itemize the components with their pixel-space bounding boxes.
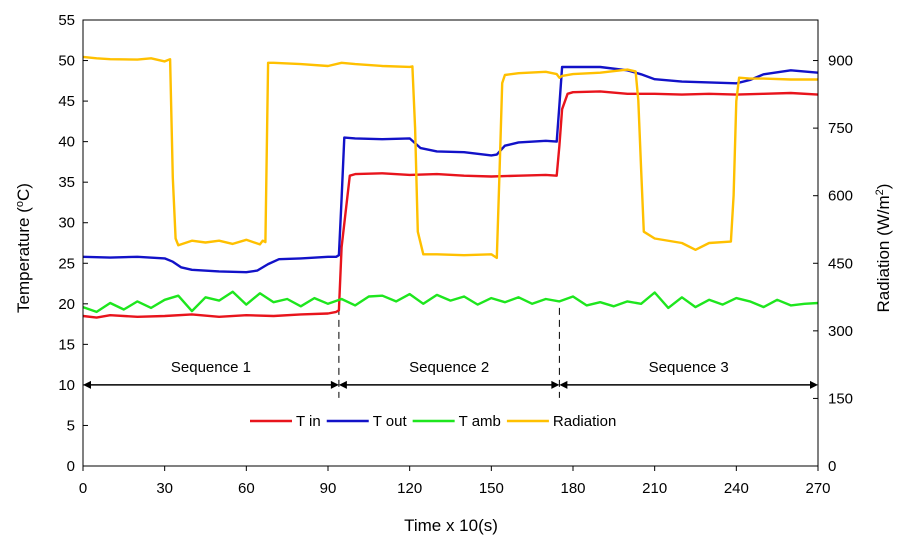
y-tick-label: 50 xyxy=(58,53,75,70)
y2-axis-title-superscript: 2 xyxy=(874,189,886,195)
y2-tick-label: 900 xyxy=(828,53,853,70)
y-tick-label: 10 xyxy=(58,377,75,394)
x-tick-label: 210 xyxy=(642,480,667,497)
legend: T in T out T amb Radiation xyxy=(250,413,616,430)
y-tick-label: 15 xyxy=(58,336,75,353)
sequence-arrow-head xyxy=(338,380,347,389)
series-lines xyxy=(82,55,819,319)
x-tick-label: 180 xyxy=(560,480,585,497)
x-axis-title: Time x 10(s) xyxy=(404,516,498,535)
series-line xyxy=(82,290,819,314)
legend-label: T amb xyxy=(459,413,501,430)
y2-axis-title-part: ) xyxy=(874,184,893,190)
legend-label: T out xyxy=(373,413,408,430)
y2-axis-title-part: Radiation (W/m xyxy=(874,195,893,312)
y2-axis-title: Radiation (W/m2) xyxy=(874,184,893,313)
x-tick-label: 150 xyxy=(479,480,504,497)
y-axis-title-superscript: o xyxy=(14,201,26,207)
sequence-arrows: Sequence 1 Sequence 2 Sequence 3 xyxy=(83,359,818,389)
x-tick-label: 270 xyxy=(805,480,830,497)
x-tick-label: 120 xyxy=(397,480,422,497)
y-axis-title: Temperature (oC) xyxy=(14,183,33,313)
y-tick-label: 55 xyxy=(58,12,75,29)
x-tick-label: 60 xyxy=(238,480,255,497)
x-tick-label: 30 xyxy=(156,480,173,497)
x-tick-label: 240 xyxy=(724,480,749,497)
y-tick-label: 45 xyxy=(58,93,75,110)
y-axis-title-part: Temperature ( xyxy=(14,207,33,313)
sequence-arrow-head xyxy=(810,380,818,389)
x-tick-label: 90 xyxy=(320,480,337,497)
legend-label: T in xyxy=(296,413,321,430)
y2-tick-label: 750 xyxy=(828,120,853,137)
y-tick-label: 35 xyxy=(58,174,75,191)
y-tick-label: 20 xyxy=(58,296,75,313)
sequence-arrow-head xyxy=(559,380,568,389)
series-line xyxy=(82,65,819,274)
legend-label: Radiation xyxy=(553,413,616,430)
series-line xyxy=(82,55,818,260)
y-tick-label: 25 xyxy=(58,255,75,272)
y-tick-label: 0 xyxy=(67,458,75,475)
y2-tick-label: 150 xyxy=(828,390,853,407)
y2-tick-label: 450 xyxy=(828,255,853,272)
sequence-label: Sequence 2 xyxy=(409,359,489,376)
sequence-arrow-head xyxy=(551,380,560,389)
y-tick-label: 40 xyxy=(58,134,75,151)
sequence-arrow-head xyxy=(330,380,339,389)
plot-frame xyxy=(82,19,819,467)
x-tick-label: 0 xyxy=(79,480,87,497)
sequence-dividers xyxy=(338,307,560,398)
y2-tick-label: 300 xyxy=(828,323,853,340)
series-line xyxy=(82,90,819,319)
y2-tick-label: 600 xyxy=(828,188,853,205)
y-axis-title-part: C) xyxy=(14,183,33,201)
y-tick-label: 5 xyxy=(67,417,75,434)
sequence-label: Sequence 1 xyxy=(171,359,251,376)
sequence-label: Sequence 3 xyxy=(649,359,729,376)
y-tick-label: 30 xyxy=(58,215,75,232)
y2-tick-label: 0 xyxy=(828,458,836,475)
axes: 0510152025303540455055015030045060075090… xyxy=(58,12,853,497)
